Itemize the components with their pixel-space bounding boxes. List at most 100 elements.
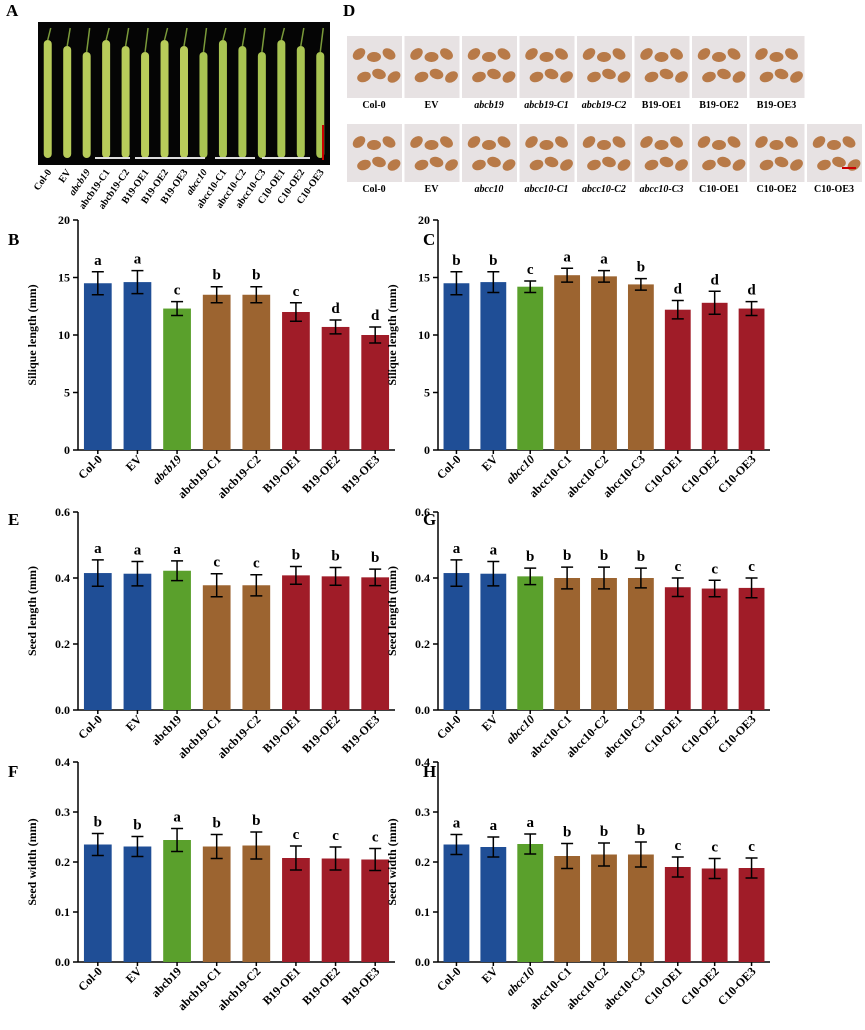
significance-letter: b [563, 825, 571, 841]
significance-letter: d [331, 301, 340, 317]
seed [387, 159, 401, 171]
significance-letter: c [174, 283, 181, 299]
seed [555, 48, 568, 60]
error-bar [487, 836, 500, 858]
seed [697, 136, 711, 148]
x-tick-label: C10-OE1 [641, 964, 685, 1008]
error-bar [171, 300, 184, 317]
seed [487, 156, 501, 168]
stalk [261, 27, 266, 53]
seed [582, 136, 596, 148]
bar [163, 570, 191, 710]
seed [644, 71, 659, 83]
x-tick-label: abcb19-C2 [214, 452, 263, 501]
bar [163, 308, 191, 450]
error-bar [708, 290, 721, 316]
silique [180, 46, 188, 158]
y-tick-label: 0.4 [415, 755, 430, 769]
x-tick-label: EV [479, 964, 501, 986]
error-bar [250, 285, 263, 304]
bar [554, 275, 581, 450]
y-tick-label: 0.1 [415, 905, 430, 919]
seed [790, 71, 803, 83]
seed-photo [519, 36, 575, 98]
seed [539, 139, 554, 151]
bar [361, 335, 390, 450]
stalk [183, 27, 188, 47]
stalk [85, 27, 91, 53]
x-tick-label: C10-OE1 [641, 712, 685, 756]
significance-letter: c [293, 827, 300, 843]
bar [163, 840, 191, 962]
significance-letter: c [748, 839, 755, 855]
sample-label: B19-OE1 [642, 100, 681, 111]
stalk [241, 27, 247, 47]
error-bar [561, 566, 574, 590]
significance-letter: a [490, 543, 498, 559]
seed [755, 136, 768, 148]
significance-letter: a [600, 252, 608, 268]
silique [199, 52, 208, 158]
seed [712, 51, 726, 63]
error-bar [210, 285, 223, 304]
bar [627, 854, 654, 962]
error-bar [369, 847, 382, 872]
bar [664, 309, 691, 450]
bar [591, 854, 617, 962]
x-tick-label: abcb19 [148, 964, 184, 1000]
error-bar [561, 842, 574, 870]
sample-label: abcb19-C2 [582, 100, 626, 111]
x-tick-label: Col-0 [75, 712, 105, 742]
sample-label: Col-0 [362, 100, 385, 111]
x-tick-label: Col-0 [75, 964, 105, 994]
significance-letter: b [637, 823, 645, 839]
error-bar [171, 560, 184, 582]
stalk [280, 27, 286, 41]
stalk [222, 27, 227, 41]
bar [282, 312, 310, 450]
seed-photo [577, 36, 632, 98]
sample-label: Col-0 [32, 167, 54, 192]
error-bar [708, 579, 721, 598]
seed [502, 159, 516, 171]
y-tick-label: 5 [424, 386, 430, 400]
seed [482, 139, 496, 151]
seed [597, 139, 611, 151]
y-tick-label: 15 [418, 271, 430, 285]
x-tick-label: Col-0 [434, 712, 464, 742]
stalk [124, 27, 130, 47]
error-bar [745, 577, 758, 599]
seed [497, 136, 511, 148]
stalk [300, 27, 305, 47]
significance-letter: c [527, 262, 534, 278]
sample-label: B19-OE3 [757, 100, 796, 111]
significance-letter: a [453, 541, 461, 557]
seed [529, 71, 544, 83]
seed [675, 159, 688, 171]
y-tick-label: 0.3 [55, 805, 70, 819]
bar [591, 276, 617, 450]
x-tick-label: EV [479, 452, 501, 474]
seed-photo [577, 124, 632, 182]
bar [554, 856, 581, 962]
seed [424, 51, 439, 63]
y-tick-label: 20 [58, 213, 70, 227]
seed-photo [462, 124, 517, 182]
error-bar [487, 271, 500, 294]
y-tick-label: 0.0 [415, 703, 430, 717]
error-bar [598, 269, 610, 283]
significance-letter: d [747, 283, 756, 299]
error-bar [634, 567, 647, 589]
seed [702, 71, 716, 83]
bar [83, 844, 112, 962]
seed [612, 136, 626, 148]
significance-letter: b [213, 268, 221, 284]
x-tick-label: abcb19 [149, 452, 184, 487]
significance-letter: b [600, 548, 608, 564]
silique [82, 52, 91, 158]
silique [218, 40, 227, 158]
seed [414, 71, 429, 83]
x-tick-label: Col-0 [434, 452, 464, 482]
stalk [47, 27, 52, 41]
